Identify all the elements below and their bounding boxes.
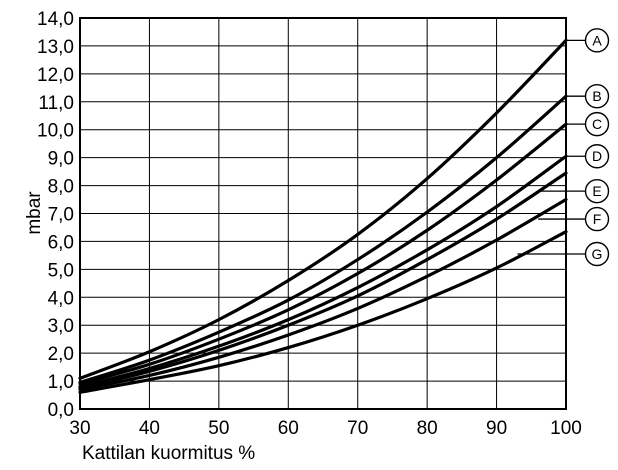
x-tick-label: 90 (486, 418, 507, 439)
series-lines (78, 38, 568, 394)
y-tick-label: 13,0 (37, 37, 74, 58)
series-line-c (78, 122, 568, 386)
series-line-e (78, 171, 568, 390)
series-marker-g (584, 241, 610, 267)
x-tick-labels: 30 40 50 60 70 80 90 100 (69, 418, 581, 439)
y-tick-labels: 0,0 1,0 2,0 3,0 4,0 5,0 6,0 7,0 8,0 9,0 10,0 11,0 12… (37, 9, 74, 421)
series-marker-a (584, 28, 610, 53)
y-tick-label: 12,0 (37, 65, 74, 86)
series-marker-d (584, 144, 610, 169)
series-label-b: B (592, 88, 601, 104)
y-tick-label: 1,0 (48, 372, 74, 393)
series-marker-b (584, 83, 610, 109)
y-tick-label: 6,0 (48, 232, 74, 253)
series-line-f (78, 197, 568, 392)
x-tick-label: 50 (208, 418, 229, 439)
x-tick-label: 100 (550, 418, 582, 439)
series-label-f: F (593, 211, 602, 227)
y-tick-label: 3,0 (48, 316, 74, 337)
y-tick-label: 9,0 (48, 149, 74, 170)
series-marker-e (584, 178, 610, 204)
series-label-g: G (592, 246, 603, 262)
y-tick-label: 7,0 (48, 205, 74, 226)
series-label-a: A (592, 32, 602, 48)
y-tick-label: 14,0 (37, 9, 74, 30)
series-line-a (78, 38, 568, 380)
series-marker-f (584, 206, 610, 232)
x-tick-label: 80 (417, 418, 438, 439)
x-tick-label: 30 (69, 418, 90, 439)
plot-frame (79, 17, 567, 410)
series-label-d: D (592, 148, 602, 164)
x-tick-label: 40 (139, 418, 160, 439)
y-tick-label: 8,0 (48, 177, 74, 198)
y-axis-title: mbar (24, 191, 45, 235)
series-line-g (78, 230, 568, 394)
x-tick-label: 70 (347, 418, 368, 439)
series-line-d (78, 154, 568, 389)
y-tick-label: 10,0 (37, 121, 74, 142)
x-tick-label: 60 (278, 418, 299, 439)
series-marker-c (584, 111, 610, 137)
y-tick-label: 5,0 (48, 260, 74, 281)
series-markers: A BCD EF G (517, 28, 610, 267)
y-tick-label: 11,0 (38, 93, 74, 114)
series-label-c: C (592, 116, 602, 132)
y-tick-label: 0,0 (48, 400, 74, 421)
series-line-b (78, 94, 568, 385)
y-tick-label: 2,0 (48, 344, 74, 365)
x-axis-title: Kattilan kuormitus % (82, 443, 255, 464)
y-tick-label: 4,0 (48, 288, 74, 309)
series-label-e: E (592, 183, 601, 199)
